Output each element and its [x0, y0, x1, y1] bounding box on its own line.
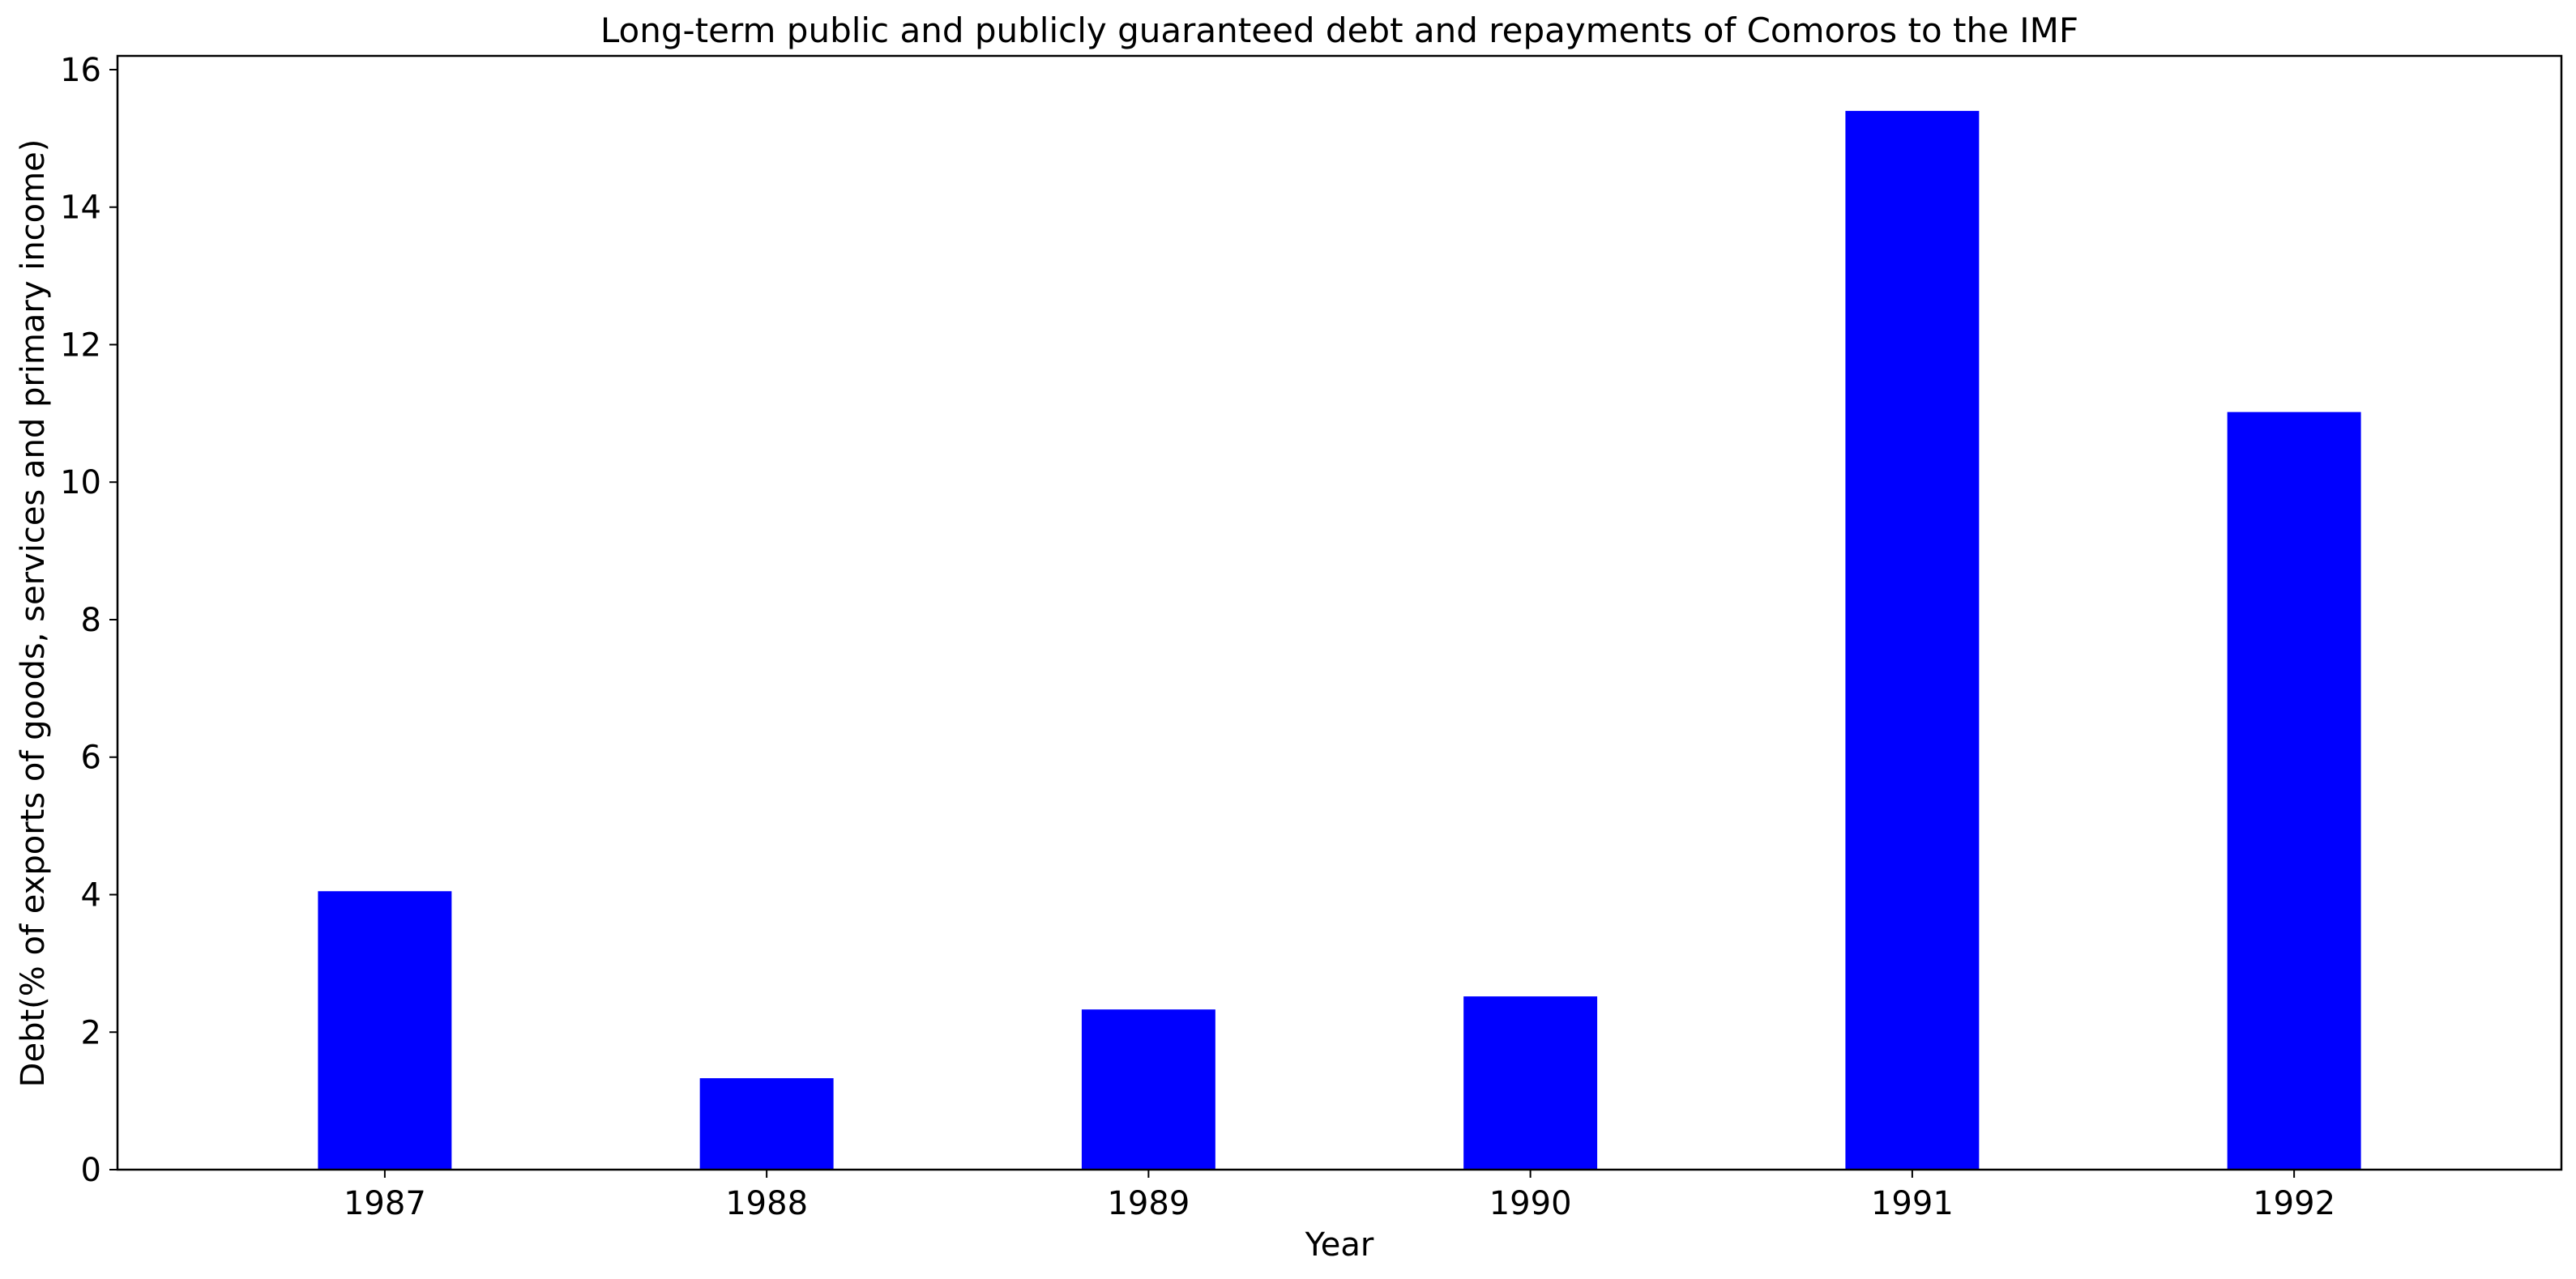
y-tick-label: 14 [60, 190, 101, 227]
plot-frame [116, 54, 2563, 1171]
chart-title: Long-term public and publicly guaranteed… [600, 11, 2078, 50]
x-axis-label: Year [1305, 1226, 1374, 1264]
bar-1989 [1081, 1009, 1215, 1170]
bars [318, 110, 2361, 1170]
bar-1991 [1845, 110, 1980, 1170]
bar-1987 [318, 891, 452, 1170]
y-tick-label: 6 [81, 740, 101, 777]
y-tick-label: 12 [60, 326, 101, 364]
x-tick-label: 1987 [344, 1185, 426, 1222]
x-tick-label: 1989 [1107, 1185, 1190, 1222]
x-tick-label: 1991 [1871, 1185, 1954, 1222]
bar-1988 [699, 1078, 834, 1170]
bar-1992 [2227, 411, 2361, 1170]
y-axis-label: Debt(% of exports of goods, services and… [15, 139, 52, 1088]
y-tick-label: 8 [81, 602, 101, 639]
x-tick-label: 1988 [725, 1185, 808, 1222]
y-tick-label: 2 [81, 1014, 101, 1051]
y-axis: 0 2 4 6 8 10 12 14 16 [60, 52, 117, 1189]
y-tick-label: 16 [60, 52, 101, 89]
y-tick-label: 10 [60, 464, 101, 501]
y-tick-label: 4 [81, 876, 101, 914]
bar-1990 [1463, 996, 1598, 1170]
x-axis: 1987 1988 1989 1990 1991 1992 [344, 1170, 2335, 1222]
x-tick-label: 1992 [2253, 1185, 2335, 1222]
x-tick-label: 1990 [1489, 1185, 1572, 1222]
y-tick-label: 0 [81, 1152, 101, 1189]
